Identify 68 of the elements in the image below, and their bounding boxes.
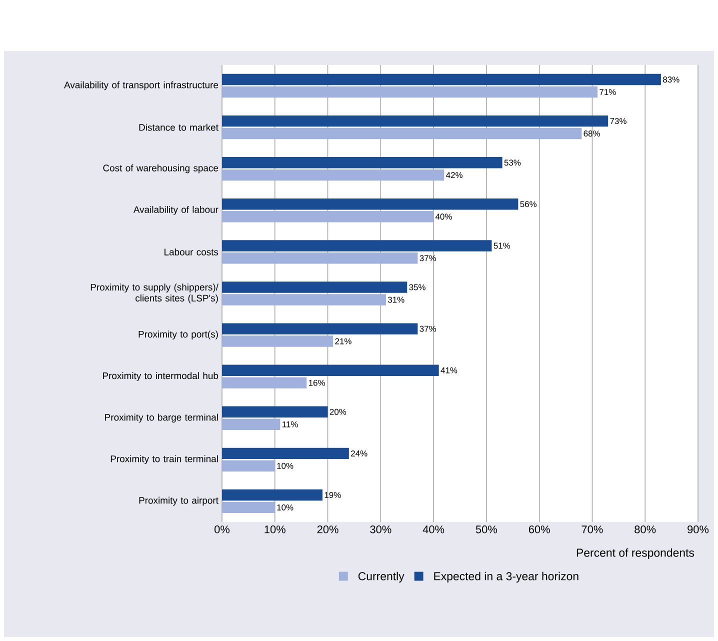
data-label: 83% xyxy=(663,76,680,83)
bar xyxy=(222,211,434,222)
data-label: 71% xyxy=(600,89,616,95)
x-tick-label: 80% xyxy=(634,526,656,534)
bar xyxy=(222,460,275,472)
bar xyxy=(222,157,502,168)
data-label: 35% xyxy=(409,284,426,290)
legend-label: Expected in a 3-year horizon xyxy=(434,572,578,583)
data-label: 10% xyxy=(277,504,294,510)
data-label: 19% xyxy=(324,492,341,498)
data-label: 11% xyxy=(282,421,298,428)
bar xyxy=(222,115,608,127)
x-tick-label: 90% xyxy=(688,526,709,534)
y-tick-label: Labour costs xyxy=(164,248,218,256)
y-tick-label: Proximity to train terminal xyxy=(110,455,218,464)
bar xyxy=(222,198,518,210)
data-label: 68% xyxy=(584,130,600,137)
data-label: 51% xyxy=(494,242,510,249)
bar xyxy=(222,364,439,376)
bar xyxy=(222,448,349,460)
x-tick-label: 30% xyxy=(370,526,392,534)
bar xyxy=(222,282,408,293)
y-tick-label: Proximity to port(s) xyxy=(138,330,218,340)
data-label: 41% xyxy=(440,367,458,374)
y-tick-label: Availability of labour xyxy=(133,206,218,215)
y-tick-label: Cost of warehousing space xyxy=(103,164,218,174)
y-tick-label: Availability of transport infrastructure xyxy=(64,81,218,90)
data-label: 53% xyxy=(504,160,521,166)
bar xyxy=(222,74,661,86)
data-label: 21% xyxy=(335,338,352,344)
x-tick-label: 60% xyxy=(528,526,550,534)
x-tick-label: 70% xyxy=(582,526,603,534)
bar xyxy=(222,240,492,252)
bar xyxy=(222,406,328,418)
y-tick-label: Distance to market xyxy=(139,124,218,131)
y-tick-label: Proximity to barge terminal xyxy=(105,414,218,423)
bar xyxy=(222,323,418,334)
bar xyxy=(222,377,307,388)
data-label: 56% xyxy=(520,201,537,208)
data-label: 16% xyxy=(308,380,325,386)
x-tick-label: 20% xyxy=(317,526,338,534)
data-label: 20% xyxy=(330,408,346,415)
bar xyxy=(222,252,418,264)
bar xyxy=(222,418,280,430)
bar xyxy=(222,489,322,501)
bar xyxy=(222,86,598,98)
x-tick-label: 0% xyxy=(214,526,230,534)
bar xyxy=(222,169,444,181)
legend-label: Currently xyxy=(358,572,404,583)
data-label: 31% xyxy=(388,296,404,303)
data-label: 42% xyxy=(446,172,462,178)
y-tick-label: Proximity to airport xyxy=(139,496,218,506)
bar xyxy=(222,336,334,347)
x-tick-label: 10% xyxy=(264,526,286,534)
data-label: 37% xyxy=(420,255,436,262)
y-tick-label: Proximity to intermodal hub xyxy=(103,372,218,381)
data-label: 40% xyxy=(435,214,452,220)
bar xyxy=(222,294,386,306)
bar xyxy=(222,502,275,514)
data-label: 37% xyxy=(420,326,436,332)
data-label: 73% xyxy=(610,118,626,124)
data-label: 24% xyxy=(351,450,368,456)
x-tick-label: 50% xyxy=(476,526,498,534)
x-tick-label: 40% xyxy=(422,526,444,534)
data-label: 10% xyxy=(277,462,294,469)
y-tick-label: Proximity to supply (shippers)/ clients sites (LSP's) xyxy=(90,284,218,304)
bar xyxy=(222,128,582,140)
x-axis-title: Percent of respondents xyxy=(576,548,694,560)
